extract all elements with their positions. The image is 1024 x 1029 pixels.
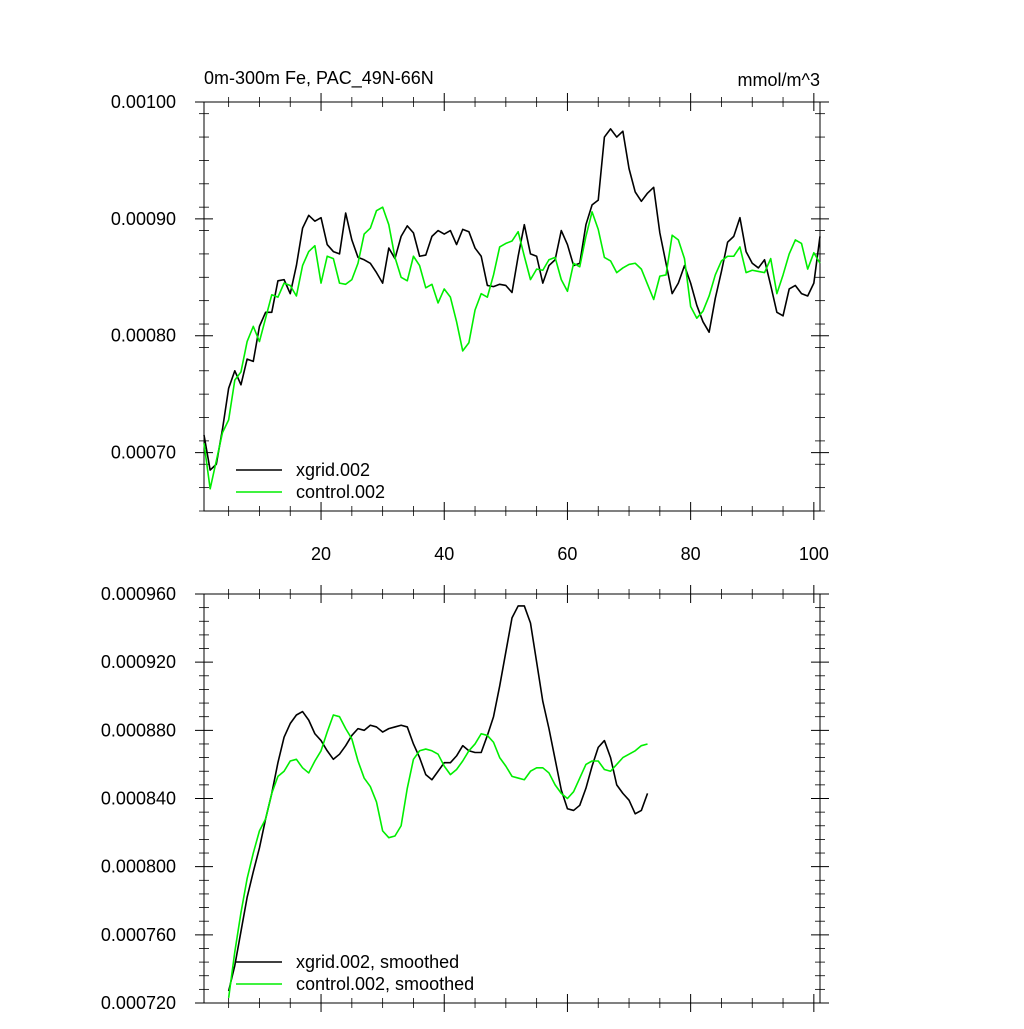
top-panel: 20 40 60 80 100 0.00070 0.00080 0.00090 0.00100 x… bbox=[111, 92, 829, 564]
y-tick-label: 0.000840 bbox=[101, 789, 176, 809]
x-tick-label: 20 bbox=[311, 544, 331, 564]
y-tick-label: 0.00070 bbox=[111, 443, 176, 463]
bottom-panel: 0.000720 0.000760 0.000800 0.000840 0.000880… bbox=[101, 584, 829, 1013]
legend-label: xgrid.002 bbox=[296, 460, 370, 480]
legend-label: xgrid.002, smoothed bbox=[296, 952, 459, 972]
x-tick-label: 80 bbox=[681, 544, 701, 564]
x-tick-label: 40 bbox=[434, 544, 454, 564]
y-tick-label: 0.00080 bbox=[111, 326, 176, 346]
y-tick-label: 0.000880 bbox=[101, 720, 176, 740]
x-tick-label: 60 bbox=[557, 544, 577, 564]
series-line-xgrid bbox=[227, 605, 649, 992]
y-tick-label: 0.000960 bbox=[101, 584, 176, 604]
series-line-xgrid bbox=[203, 128, 821, 471]
y-tick-label: 0.00090 bbox=[111, 209, 176, 229]
series-line-control bbox=[203, 206, 821, 490]
chart-title: 0m-300m Fe, PAC_49N-66N bbox=[204, 68, 434, 89]
legend-label: control.002 bbox=[296, 482, 385, 502]
y-tick-label: 0.00100 bbox=[111, 92, 176, 112]
units-label: mmol/m^3 bbox=[738, 70, 820, 90]
legend-label: control.002, smoothed bbox=[296, 974, 474, 994]
y-tick-label: 0.000920 bbox=[101, 652, 176, 672]
y-tick-label: 0.000720 bbox=[101, 993, 176, 1013]
y-tick-label: 0.000760 bbox=[101, 925, 176, 945]
x-tick-label: 100 bbox=[799, 544, 829, 564]
plot-frame bbox=[203, 101, 821, 512]
y-tick-label: 0.000800 bbox=[101, 857, 176, 877]
plot-frame bbox=[203, 593, 821, 1004]
series-line-control bbox=[227, 714, 648, 998]
